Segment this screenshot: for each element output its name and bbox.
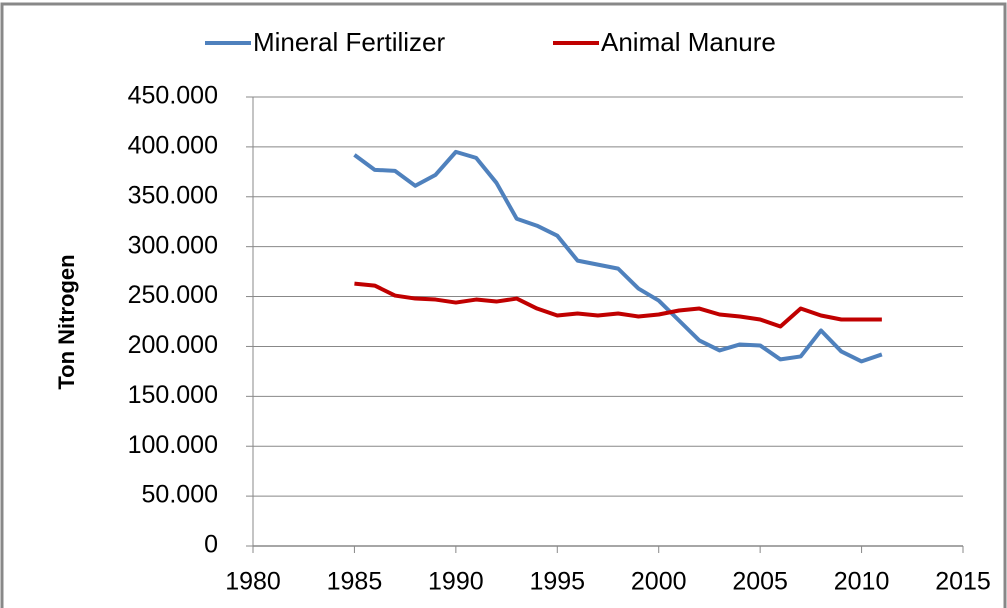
y-tick-label: 250.000 (128, 281, 218, 309)
y-tick-label: 0 (204, 531, 218, 559)
x-tick-label: 2005 (732, 568, 788, 596)
y-tick-label: 300.000 (128, 231, 218, 259)
y-tick-label: 50.000 (142, 481, 218, 509)
y-tick-label: 400.000 (128, 131, 218, 159)
y-tick-label: 100.000 (128, 431, 218, 459)
line-series (353, 149, 883, 364)
x-tick-label: 2000 (631, 568, 687, 596)
x-tick-label: 1995 (529, 568, 585, 596)
y-tick-label: 200.000 (128, 331, 218, 359)
line-series (354, 281, 882, 329)
legend-label: Animal Manure (601, 27, 776, 57)
x-tick-label: 1985 (327, 568, 383, 596)
y-tick-label: 450.000 (128, 82, 218, 110)
legend-label: Mineral Fertilizer (253, 27, 445, 57)
x-tick-label: 2010 (834, 568, 890, 596)
x-tick-label: 1980 (225, 568, 281, 596)
x-tick-label: 1990 (428, 568, 484, 596)
y-tick-label: 350.000 (128, 181, 218, 209)
y-tick-label: 150.000 (128, 381, 218, 409)
y-axis-label: Ton Nitrogen (54, 254, 79, 389)
x-tick-label: 2015 (935, 568, 991, 596)
